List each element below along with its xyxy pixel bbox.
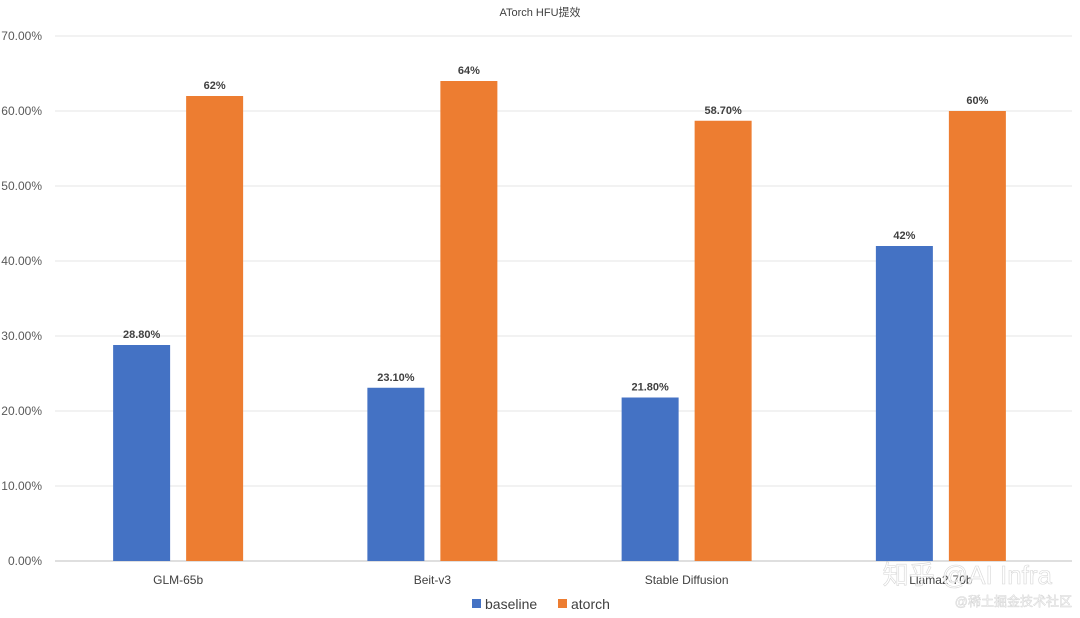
data-label-baseline-1: 23.10%: [377, 372, 415, 384]
bar-atorch-1: [440, 81, 498, 561]
chart-title: ATorch HFU提效: [499, 5, 580, 19]
bars: [113, 81, 1006, 561]
y-tick-label: 50.00%: [1, 179, 42, 193]
legend: baseline atorch: [472, 596, 610, 612]
y-tick-label: 20.00%: [1, 404, 42, 418]
data-label-baseline-0: 28.80%: [123, 329, 161, 341]
y-tick-label: 30.00%: [1, 329, 42, 343]
bar-baseline-2: [621, 397, 679, 561]
bar-baseline-1: [367, 387, 425, 561]
watermark-sub: @稀土掘金技术社区: [955, 594, 1072, 609]
data-label-atorch-0: 62%: [204, 80, 226, 92]
data-label-atorch-3: 60%: [966, 95, 988, 107]
data-label-atorch-1: 64%: [458, 65, 480, 77]
bar-atorch-0: [186, 96, 244, 561]
y-tick-label: 70.00%: [1, 29, 42, 43]
bar-baseline-3: [875, 246, 933, 561]
y-axis-ticks: 0.00% 10.00% 20.00% 30.00% 40.00% 50.00% 60.00…: [1, 29, 42, 568]
data-label-atorch-2: 58.70%: [704, 105, 742, 117]
x-category-label: GLM-65b: [153, 573, 203, 587]
x-axis-categories: GLM-65b Beit-v3 Stable Diffusion Llama2-70b: [153, 573, 973, 587]
bar-atorch-3: [948, 111, 1006, 561]
bar-atorch-2: [694, 120, 752, 561]
legend-label-baseline: baseline: [485, 596, 537, 612]
x-category-label: Beit-v3: [414, 573, 452, 587]
watermark-main: 知乎 @AI Infra: [883, 560, 1053, 590]
x-category-label: Stable Diffusion: [645, 573, 729, 587]
y-tick-label: 0.00%: [8, 554, 42, 568]
legend-swatch-atorch: [558, 599, 567, 608]
y-tick-label: 40.00%: [1, 254, 42, 268]
x-category-label: Llama2-70b: [909, 573, 973, 587]
y-tick-label: 60.00%: [1, 104, 42, 118]
legend-swatch-baseline: [472, 599, 481, 608]
data-label-baseline-3: 42%: [893, 230, 915, 242]
data-labels: 28.80% 62% 23.10% 64% 21.80% 58.70% 42% 60%: [123, 65, 989, 394]
legend-label-atorch: atorch: [571, 596, 610, 612]
data-label-baseline-2: 21.80%: [631, 382, 669, 394]
bar-baseline-0: [113, 345, 171, 561]
y-tick-label: 10.00%: [1, 479, 42, 493]
